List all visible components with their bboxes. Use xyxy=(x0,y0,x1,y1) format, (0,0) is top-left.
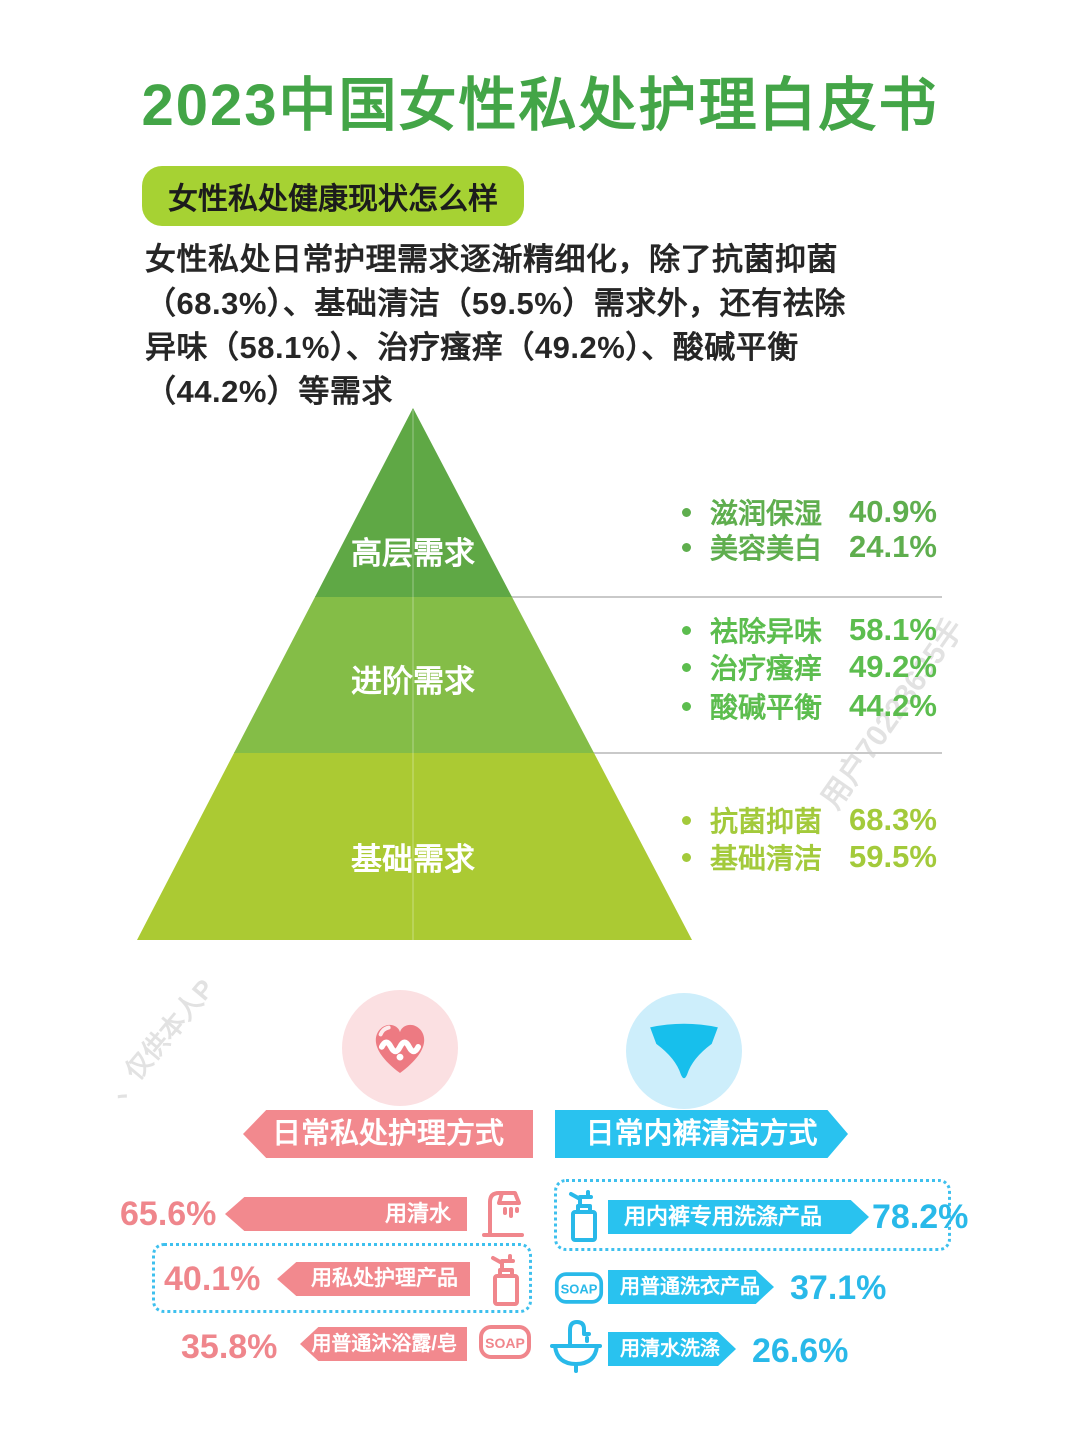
laundry-row-pct: 37.1% xyxy=(790,1269,887,1307)
laundry-row-bar: 用内裤专用洗涤产品 xyxy=(608,1200,869,1234)
heart-icon xyxy=(375,1024,425,1074)
bullet-icon xyxy=(682,662,691,672)
sink-icon xyxy=(550,1320,602,1373)
bullet-icon xyxy=(682,542,691,552)
soap-icon: SOAP xyxy=(554,1272,604,1304)
tier-label-middle: 进阶需求 xyxy=(351,664,475,699)
svg-text:SOAP: SOAP xyxy=(485,1335,525,1351)
legend-label: 酸碱平衡 xyxy=(710,692,823,723)
care-row-bar: 用清水 xyxy=(225,1197,467,1231)
laundry-row-pct: 78.2% xyxy=(872,1198,969,1236)
pyramid-tier-base xyxy=(137,753,692,940)
laundry-banner: 日常内裤清洁方式 xyxy=(555,1110,848,1158)
legend-value: 40.9% xyxy=(849,494,937,529)
care-row-pct: 65.6% xyxy=(120,1195,217,1233)
intro-line: 女性私处日常护理需求逐渐精细化，除了抗菌抑菌 xyxy=(145,242,838,277)
legend-item: 祛除异味 58.1% xyxy=(682,612,937,647)
legend-value: 24.1% xyxy=(849,529,937,564)
legend-label: 基础清洁 xyxy=(710,843,823,874)
soap-icon: SOAP xyxy=(479,1325,531,1359)
intro-line: （68.3%）、基础清洁（59.5%）需求外，还有祛除 xyxy=(145,286,846,321)
legend-item: 滋润保湿 40.9% xyxy=(682,494,937,529)
needs-pyramid-chart xyxy=(137,408,942,940)
legend-label: 祛除异味 xyxy=(710,616,823,647)
laundry-row-pct: 26.6% xyxy=(752,1332,849,1370)
shower-icon xyxy=(482,1191,524,1237)
pyramid-tier-top xyxy=(315,408,512,597)
legend-item: 抗菌抑菌 68.3% xyxy=(682,802,937,837)
legend-label: 滋润保湿 xyxy=(710,498,823,529)
legend-value: 44.2% xyxy=(849,688,937,723)
bullet-icon xyxy=(682,852,691,862)
spray-bottle-icon xyxy=(491,1254,519,1306)
bullet-icon xyxy=(682,815,691,825)
intro-paragraph: 女性私处日常护理需求逐渐精细化，除了抗菌抑菌 （68.3%）、基础清洁（59.5… xyxy=(145,238,905,414)
legend-value: 49.2% xyxy=(849,649,937,684)
laundry-section-emblem xyxy=(626,993,742,1109)
legend-item: 酸碱平衡 44.2% xyxy=(682,688,937,723)
bullet-icon xyxy=(682,701,691,711)
bullet-icon xyxy=(682,507,691,517)
tier-label-top: 高层需求 xyxy=(351,536,475,571)
legend-item: 治疗瘙痒 49.2% xyxy=(682,649,937,684)
section-badge: 女性私处健康现状怎么样 xyxy=(142,166,524,226)
spray-bottle-icon xyxy=(569,1190,597,1242)
care-row-pct: 35.8% xyxy=(181,1328,278,1366)
section-badge-label: 女性私处健康现状怎么样 xyxy=(142,166,524,226)
laundry-row-bar: 用普通洗衣产品 xyxy=(608,1270,774,1304)
watermark-left: 、仅供本人P xyxy=(102,973,220,1106)
legend-item: 基础清洁 59.5% xyxy=(682,839,937,874)
legend-value: 68.3% xyxy=(849,802,937,837)
legend-value: 58.1% xyxy=(849,612,937,647)
laundry-highlight-box xyxy=(554,1179,951,1251)
legend-value: 59.5% xyxy=(849,839,937,874)
legend-label: 治疗瘙痒 xyxy=(710,653,823,684)
care-highlight-box xyxy=(152,1243,532,1313)
care-row-bar: 用私处护理产品 xyxy=(277,1262,470,1296)
tier-label-base: 基础需求 xyxy=(351,842,475,877)
bullet-icon xyxy=(682,625,691,635)
care-banner: 日常私处护理方式 xyxy=(243,1110,533,1158)
legend-label: 美容美白 xyxy=(710,533,823,564)
intro-line: 异味（58.1%）、治疗瘙痒（49.2%）、酸碱平衡 xyxy=(145,330,799,365)
care-row-pct: 40.1% xyxy=(164,1260,261,1298)
intro-line: （44.2%）等需求 xyxy=(145,374,393,409)
care-section-emblem xyxy=(342,990,458,1106)
panties-icon xyxy=(650,1023,718,1079)
care-row-bar: 用普通沐浴露/皂 xyxy=(300,1327,467,1361)
legend-label: 抗菌抑菌 xyxy=(710,806,823,837)
svg-text:SOAP: SOAP xyxy=(561,1282,598,1297)
page-title: 2023中国女性私处护理白皮书 xyxy=(141,73,939,138)
laundry-row-bar: 用清水洗涤 xyxy=(608,1332,736,1366)
pyramid-tier-middle xyxy=(234,597,594,753)
legend-item: 美容美白 24.1% xyxy=(682,529,937,564)
